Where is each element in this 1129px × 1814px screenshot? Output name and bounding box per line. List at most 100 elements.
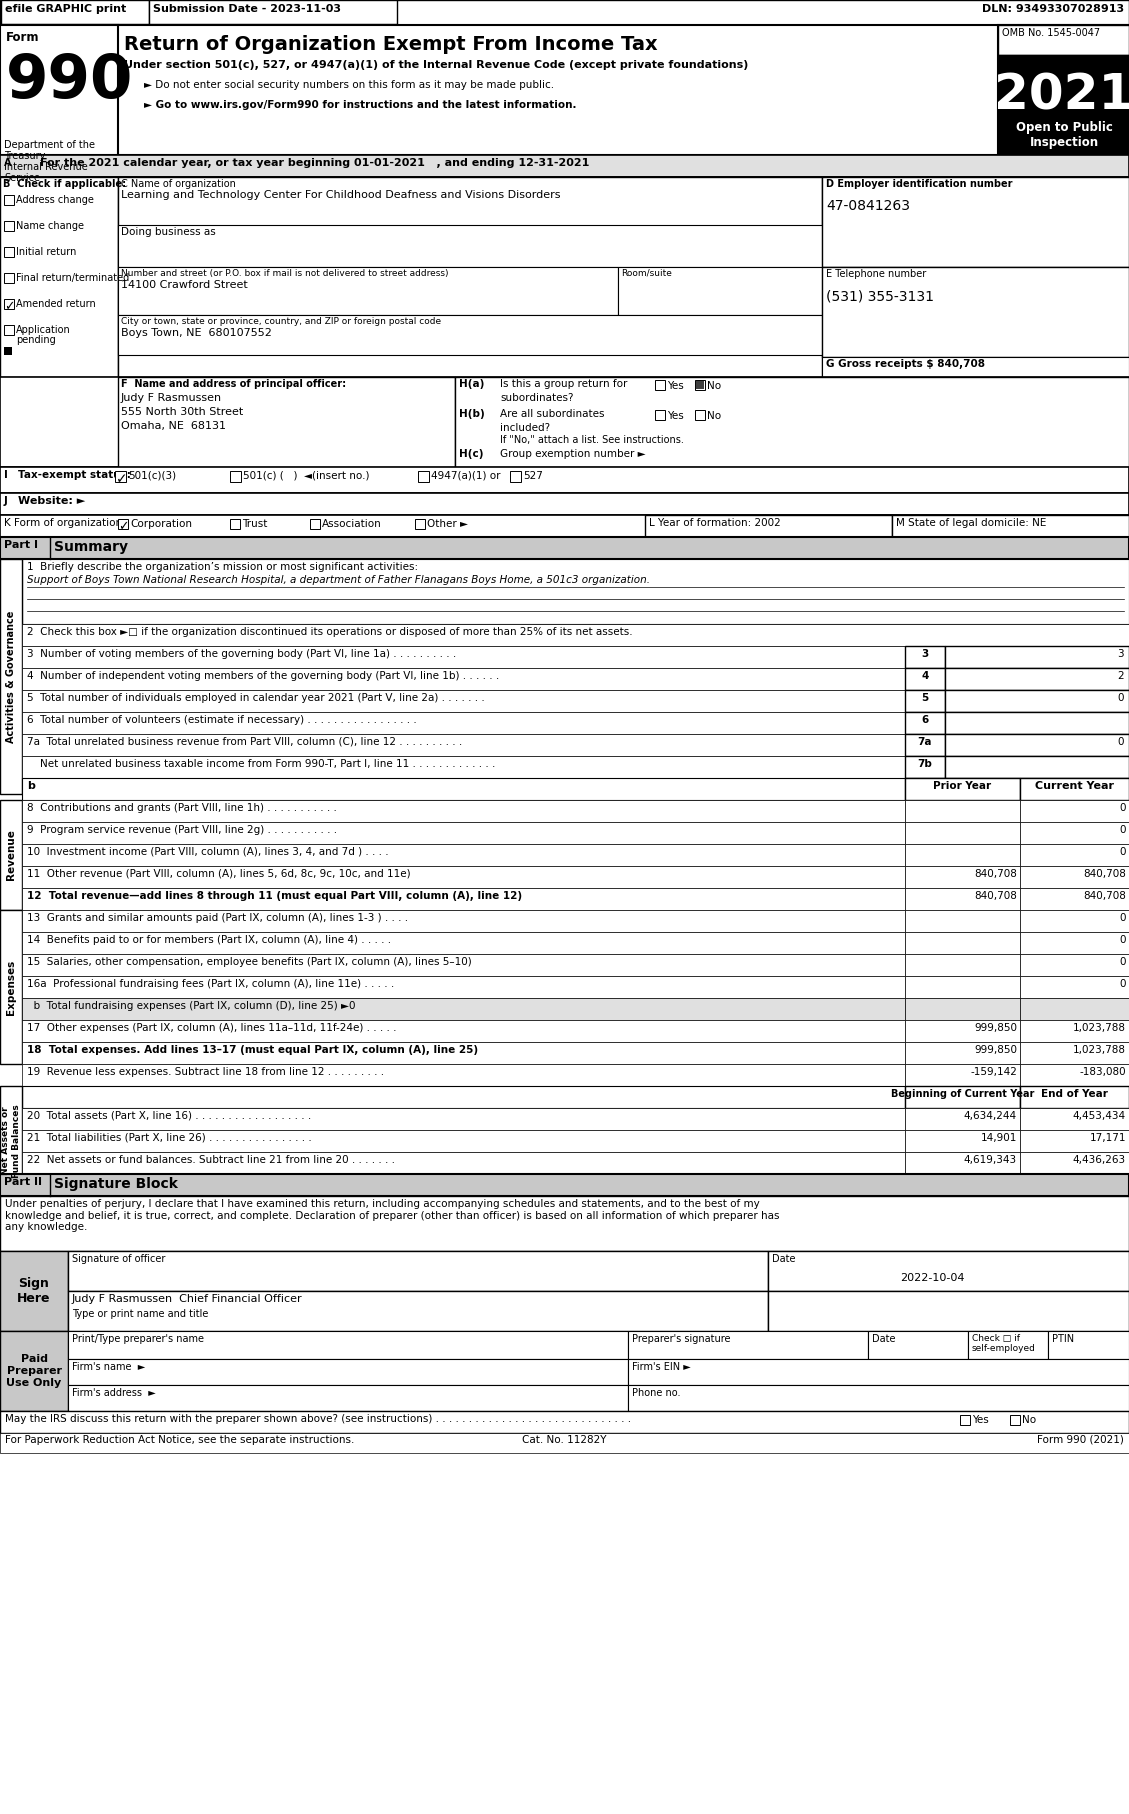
Bar <box>905 1041 1019 1065</box>
Text: City or town, state or province, country, and ZIP or foreign postal code: City or town, state or province, country… <box>121 317 441 327</box>
Bar <box>21 954 905 976</box>
Text: End of Year: End of Year <box>1041 1088 1108 1099</box>
Bar <box>5 221 14 230</box>
Text: Boys Town, NE  680107552: Boys Town, NE 680107552 <box>121 328 272 337</box>
Text: 3  Number of voting members of the governing body (Part VI, line 1a) . . . . . .: 3 Number of voting members of the govern… <box>27 649 456 658</box>
Bar <box>21 822 905 844</box>
Text: Number and street (or P.O. box if mail is not delivered to street address): Number and street (or P.O. box if mail i… <box>121 268 448 278</box>
Text: Date: Date <box>872 1333 895 1344</box>
Bar <box>230 519 240 530</box>
Text: Prior Year: Prior Year <box>934 782 991 791</box>
Bar <box>0 800 21 911</box>
Bar <box>945 668 1129 689</box>
Text: Form 990 (2021): Form 990 (2021) <box>1038 1435 1124 1446</box>
Text: 5: 5 <box>921 693 929 704</box>
Text: Activities & Governance: Activities & Governance <box>6 610 16 742</box>
Bar <box>21 668 905 689</box>
Bar <box>1019 998 1129 1019</box>
Text: 13  Grants and similar amounts paid (Part IX, column (A), lines 1-3 ) . . . .: 13 Grants and similar amounts paid (Part… <box>27 912 408 923</box>
Text: 9  Program service revenue (Part VIII, line 2g) . . . . . . . . . . .: 9 Program service revenue (Part VIII, li… <box>27 825 338 834</box>
Bar <box>21 1065 905 1087</box>
Bar <box>905 998 1019 1019</box>
Bar <box>0 537 1129 559</box>
Bar <box>905 976 1019 998</box>
Bar <box>1019 778 1129 800</box>
Text: Doing business as: Doing business as <box>121 227 216 238</box>
Bar <box>0 1195 1129 1252</box>
Text: Open to Public
Inspection: Open to Public Inspection <box>1016 122 1112 149</box>
Bar <box>1048 1331 1129 1359</box>
Text: Signature of officer: Signature of officer <box>72 1253 165 1264</box>
Text: Expenses: Expenses <box>6 960 16 1014</box>
Text: No: No <box>1022 1415 1036 1426</box>
Text: 4  Number of independent voting members of the governing body (Part VI, line 1b): 4 Number of independent voting members o… <box>27 671 499 680</box>
Bar <box>5 325 14 336</box>
Bar <box>0 493 1129 515</box>
Text: Trust: Trust <box>242 519 268 530</box>
Text: 2021: 2021 <box>995 73 1129 120</box>
Bar <box>905 778 1129 800</box>
Bar <box>905 800 1019 822</box>
Bar <box>905 889 1019 911</box>
Bar <box>1019 1087 1129 1108</box>
Bar <box>1019 822 1129 844</box>
Bar <box>21 1041 905 1065</box>
Bar <box>68 1292 768 1331</box>
Bar <box>415 519 425 530</box>
Text: Website: ►: Website: ► <box>18 495 86 506</box>
Text: Amended return: Amended return <box>16 299 96 308</box>
Text: Type or print name and title: Type or print name and title <box>72 1310 209 1319</box>
Bar <box>5 346 12 356</box>
Text: Service: Service <box>5 172 40 183</box>
Bar <box>945 756 1129 778</box>
Text: 15  Salaries, other compensation, employee benefits (Part IX, column (A), lines : 15 Salaries, other compensation, employe… <box>27 958 472 967</box>
Bar <box>68 1252 768 1292</box>
Text: 14,901: 14,901 <box>981 1134 1017 1143</box>
Text: Part II: Part II <box>5 1177 42 1186</box>
Bar <box>0 1087 21 1174</box>
Bar <box>768 1292 1129 1331</box>
Bar <box>0 154 1129 178</box>
Text: Yes: Yes <box>667 381 684 392</box>
Text: Under section 501(c), 527, or 4947(a)(1) of the Internal Revenue Code (except pr: Under section 501(c), 527, or 4947(a)(1)… <box>124 60 749 71</box>
Text: DLN: 93493307028913: DLN: 93493307028913 <box>982 4 1124 15</box>
Bar <box>905 932 1019 954</box>
Text: 0: 0 <box>1118 736 1124 747</box>
Bar <box>119 178 822 377</box>
Text: K Form of organization:: K Form of organization: <box>5 519 125 528</box>
Text: 4947(a)(1) or: 4947(a)(1) or <box>431 472 500 481</box>
Text: Department of the: Department of the <box>5 140 95 151</box>
Bar <box>1019 911 1129 932</box>
Text: -183,080: -183,080 <box>1079 1067 1126 1078</box>
Text: 0: 0 <box>1118 693 1124 704</box>
Bar <box>905 1152 1019 1174</box>
Text: 6: 6 <box>921 715 929 726</box>
Bar <box>230 472 240 483</box>
Text: 840,708: 840,708 <box>1083 891 1126 902</box>
Bar <box>905 1130 1019 1152</box>
Text: OMB No. 1545-0047: OMB No. 1545-0047 <box>1003 27 1100 38</box>
Text: 501(c)(3): 501(c)(3) <box>128 472 176 481</box>
Text: Initial return: Initial return <box>16 247 77 258</box>
Bar <box>905 1087 1019 1108</box>
Bar <box>68 1386 628 1411</box>
Text: F  Name and address of principal officer:: F Name and address of principal officer: <box>121 379 347 388</box>
Bar <box>5 194 14 205</box>
Text: For the 2021 calendar year, or tax year beginning 01-01-2021   , and ending 12-3: For the 2021 calendar year, or tax year … <box>40 158 589 169</box>
Bar <box>905 1065 1019 1087</box>
Text: 555 North 30th Street: 555 North 30th Street <box>121 406 243 417</box>
Text: Final return/terminated: Final return/terminated <box>16 272 129 283</box>
Text: ✓: ✓ <box>119 521 129 533</box>
Bar <box>892 515 1129 537</box>
Text: Cat. No. 11282Y: Cat. No. 11282Y <box>522 1435 606 1446</box>
Text: 840,708: 840,708 <box>974 891 1017 902</box>
Text: M State of legal domicile: NE: M State of legal domicile: NE <box>896 519 1047 528</box>
Text: If "No," attach a list. See instructions.: If "No," attach a list. See instructions… <box>500 435 684 444</box>
Bar <box>695 410 704 421</box>
Bar <box>5 272 14 283</box>
Text: 840,708: 840,708 <box>974 869 1017 880</box>
Text: Sign
Here: Sign Here <box>17 1277 51 1304</box>
Bar <box>768 1252 1129 1292</box>
Bar <box>695 379 704 390</box>
Text: Is this a group return for: Is this a group return for <box>500 379 628 388</box>
